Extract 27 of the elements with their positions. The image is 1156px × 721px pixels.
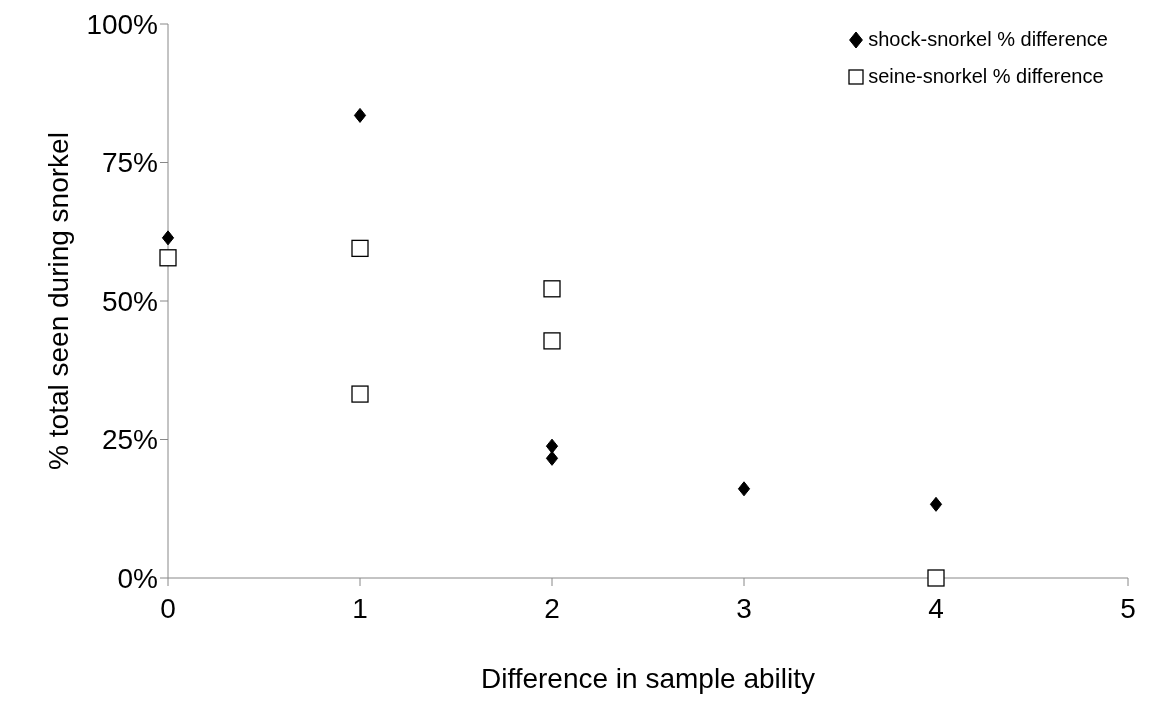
point xyxy=(543,332,561,350)
point xyxy=(929,496,943,512)
point xyxy=(351,239,369,258)
point xyxy=(545,438,559,454)
point xyxy=(545,450,559,466)
x-axis-title: Difference in sample ability xyxy=(480,662,816,694)
x-tick-label: 3 xyxy=(736,592,752,624)
x-tick-label: 0 xyxy=(160,592,176,624)
legend-label: seine-snorkel % difference xyxy=(868,65,1104,88)
y-axis-title: % total seen during snorkel xyxy=(42,132,74,470)
point xyxy=(737,481,751,497)
point xyxy=(353,107,367,123)
legend-label: shock-snorkel % difference xyxy=(868,28,1108,51)
y-tick-label: 100% xyxy=(86,8,158,40)
y-tick-label: 75% xyxy=(101,147,158,179)
x-tick-label: 5 xyxy=(1120,592,1136,624)
x-tick-label: 4 xyxy=(928,592,944,624)
point xyxy=(159,249,177,267)
x-tick-label: 1 xyxy=(352,592,368,624)
point xyxy=(351,385,369,403)
y-tick-label: 0% xyxy=(117,562,158,594)
y-tick-label: 50% xyxy=(101,285,158,317)
point xyxy=(161,230,175,246)
point xyxy=(927,569,945,587)
point xyxy=(543,280,561,298)
y-tick-label: 25% xyxy=(101,424,158,456)
x-tick-label: 2 xyxy=(544,592,560,624)
